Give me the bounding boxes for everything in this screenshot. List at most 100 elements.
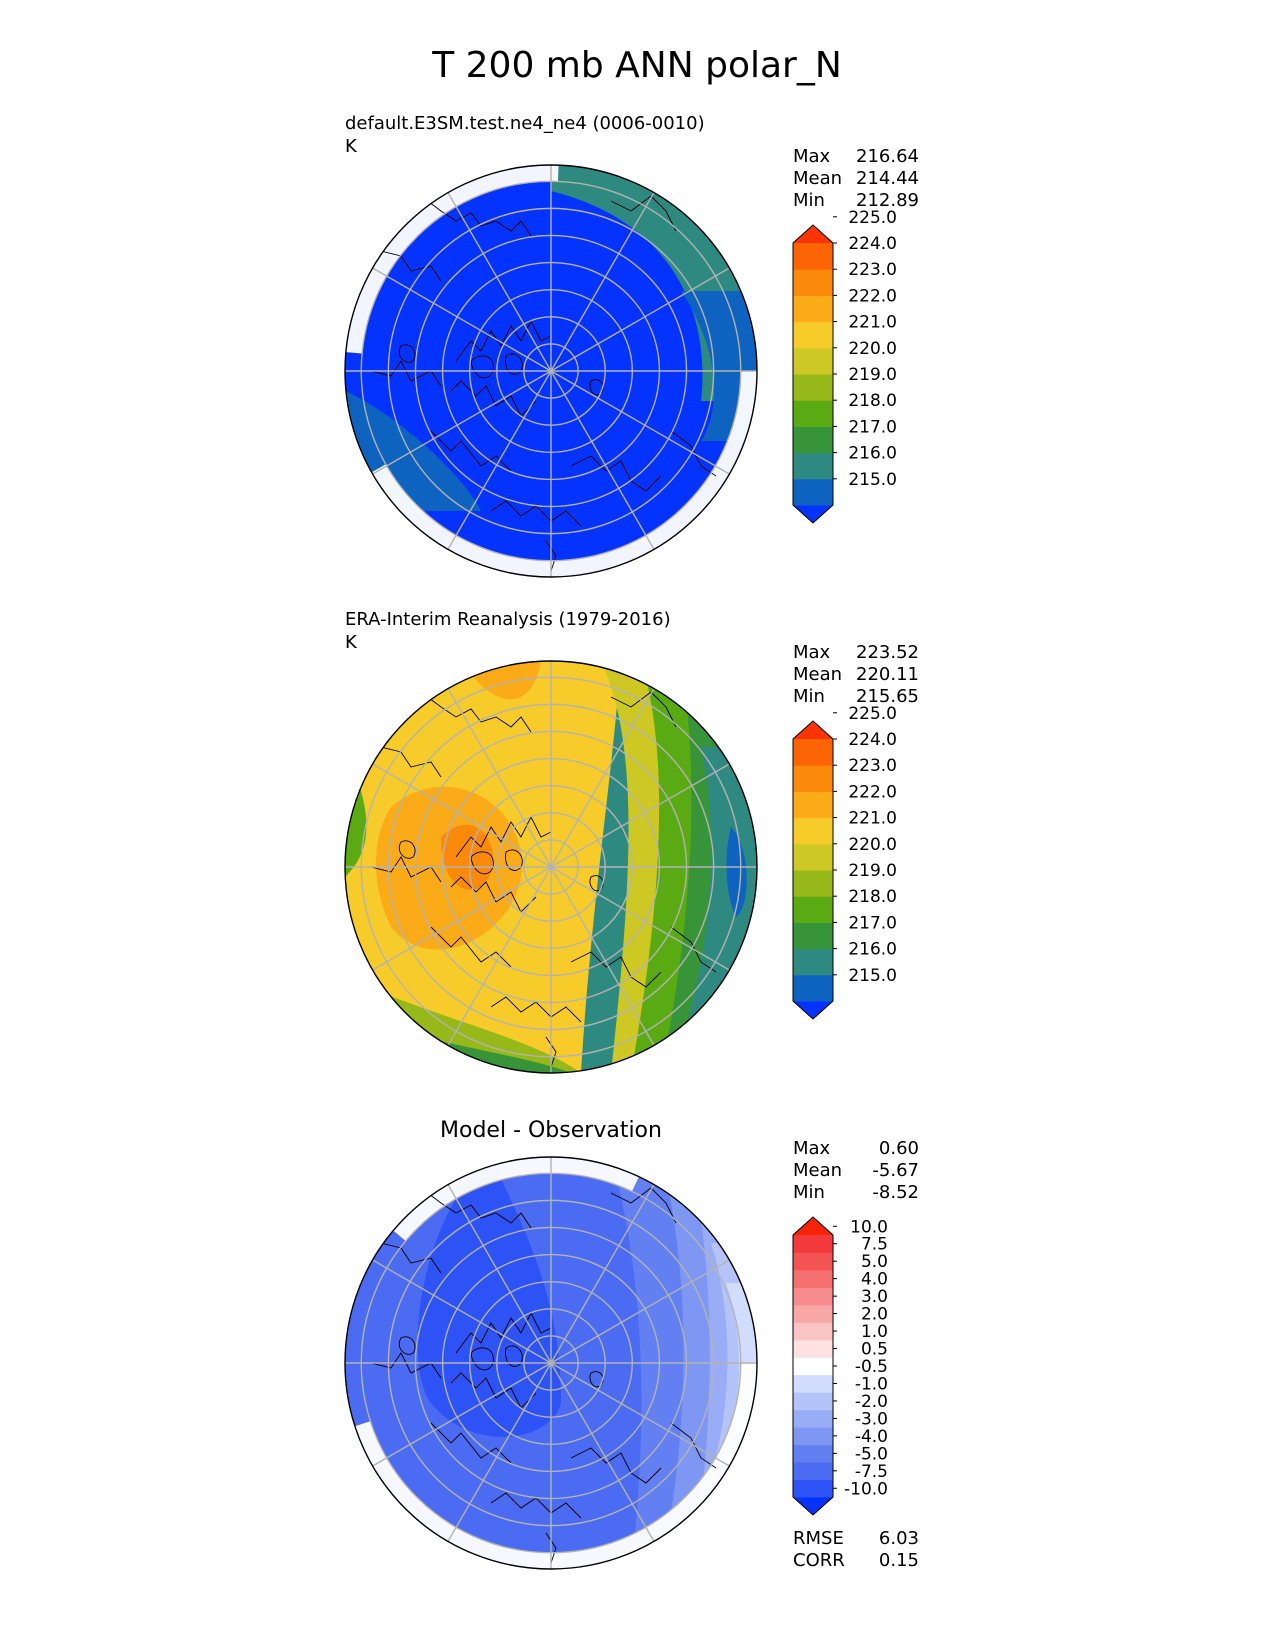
panel-title: Model - Observation — [440, 1118, 662, 1143]
colorbar-extend-low — [793, 505, 833, 523]
metric-value: 6.03 — [879, 1528, 919, 1549]
metric-label: RMSE — [793, 1528, 844, 1549]
coastline — [450, 876, 537, 913]
colorbar-tick-label: 216.0 — [848, 444, 897, 464]
colorbar-tick-label: 215.0 — [848, 966, 897, 986]
colorbar-tick-label: -2.0 — [855, 1392, 888, 1412]
coastline — [450, 1372, 537, 1409]
colorbar-tick-label: 223.0 — [848, 260, 897, 280]
colorbar-segment — [793, 452, 833, 480]
coastline — [455, 319, 552, 362]
field-band — [726, 827, 747, 917]
colorbar-segment — [793, 243, 833, 270]
meridian — [447, 1184, 655, 1542]
colorbar-segment — [793, 739, 833, 766]
colorbar-tick-label: 0.5 — [861, 1340, 888, 1360]
coastline — [430, 430, 512, 472]
colorbar-segment — [793, 922, 833, 950]
meridian — [447, 688, 655, 1046]
colorbar-extend-high — [793, 721, 833, 739]
colorbar-segment — [793, 1462, 833, 1481]
colorbar-tick-label: 4.0 — [861, 1270, 888, 1290]
coastline — [430, 1422, 512, 1464]
colorbar-tick-label: 225.0 — [848, 208, 897, 228]
stat-label: Max — [793, 146, 831, 167]
colorbar-segment — [793, 1444, 833, 1463]
metrics: RMSE 6.03 CORR 0.15 — [793, 1528, 919, 1571]
colorbar-segment — [793, 765, 833, 792]
colorbar-tick-label: -10.0 — [844, 1479, 888, 1499]
colorbar-tick-label: 1.0 — [861, 1322, 888, 1342]
colorbar-tick-label: -3.0 — [855, 1409, 888, 1429]
colorbar-tick-label: 219.0 — [848, 365, 897, 385]
coastline — [610, 195, 677, 232]
stat-value: 214.44 — [856, 168, 919, 189]
coastline — [570, 455, 662, 492]
coastline — [430, 926, 512, 968]
coastline — [380, 250, 442, 282]
polar-map — [345, 661, 757, 1073]
colorbar-tick-label: -5.0 — [855, 1444, 888, 1464]
colorbar-segment — [793, 1479, 833, 1498]
graticule — [345, 1157, 757, 1569]
coastline — [455, 815, 552, 858]
colorbar-segment — [793, 870, 833, 897]
coastline — [450, 380, 537, 417]
colorbar-tick-label: 10.0 — [850, 1217, 888, 1237]
panel-title: ERA-Interim Reanalysis (1979-2016) — [345, 609, 671, 630]
polar-map — [345, 165, 757, 577]
panel-ref: ERA-Interim Reanalysis (1979-2016)K Max 22… — [344, 609, 919, 1074]
colorbar-tick-label: -1.0 — [855, 1374, 888, 1394]
colorbar-segment — [793, 1304, 833, 1323]
colorbar-tick-label: 221.0 — [848, 313, 897, 333]
colorbar-tick-label: 216.0 — [848, 940, 897, 960]
coastline — [420, 195, 532, 237]
stat-value: 223.52 — [856, 642, 919, 663]
colorbar-extend-low — [793, 1001, 833, 1019]
panel-title: default.E3SM.test.ne4_ne4 (0006-0010) — [345, 113, 705, 134]
colorbar-tick-label: 222.0 — [848, 286, 897, 306]
colorbar-tick-label: 222.0 — [848, 782, 897, 802]
island — [398, 344, 416, 363]
stat-label: Min — [793, 1182, 825, 1203]
stat-label: Min — [793, 686, 825, 707]
colorbar-tick-label: -0.5 — [855, 1357, 888, 1377]
colorbar-segment — [793, 374, 833, 401]
stat-value: -5.67 — [872, 1160, 919, 1181]
coastline — [670, 926, 717, 973]
stat-value: 0.60 — [879, 1138, 919, 1159]
figure-title: T 200 mb ANN polar_N — [431, 45, 842, 86]
colorbar-segment — [793, 478, 833, 506]
stat-value: 215.65 — [856, 686, 919, 707]
colorbar-tick-label: 7.5 — [861, 1235, 888, 1255]
map-boundary — [344, 164, 758, 578]
graticule — [345, 165, 757, 577]
stat-label: Min — [793, 190, 825, 211]
stat-label: Mean — [793, 664, 842, 685]
colorbar-segment — [793, 1409, 833, 1428]
colorbar: 215.0 216.0 217.0 218.0 219.0 220.0 221.0 222.0… — [792, 208, 897, 524]
colorbar-tick-label: 224.0 — [848, 730, 897, 750]
colorbar-tick-label: 2.0 — [861, 1305, 888, 1325]
colorbar-segment — [793, 1269, 833, 1288]
colorbar-segment — [793, 321, 833, 349]
colorbar-segment — [793, 948, 833, 976]
colorbar-tick-label: 220.0 — [848, 339, 897, 359]
coastline — [420, 1187, 532, 1229]
metric-label: CORR — [793, 1550, 845, 1571]
coastline — [610, 691, 677, 728]
coastline — [670, 430, 717, 477]
stat-label: Mean — [793, 168, 842, 189]
colorbar-segment — [793, 974, 833, 1002]
coastline — [670, 1422, 717, 1469]
colorbar-extend-high — [793, 1217, 833, 1235]
colorbar-segment — [793, 426, 833, 454]
colorbar-tick-label: 218.0 — [848, 391, 897, 411]
coastline — [570, 1447, 662, 1484]
colorbar-segment — [793, 1392, 833, 1411]
field-band — [441, 824, 493, 890]
colorbar-tick-label: 223.0 — [848, 756, 897, 776]
coastline — [455, 1311, 552, 1354]
colorbar-tick-label: 215.0 — [848, 470, 897, 490]
